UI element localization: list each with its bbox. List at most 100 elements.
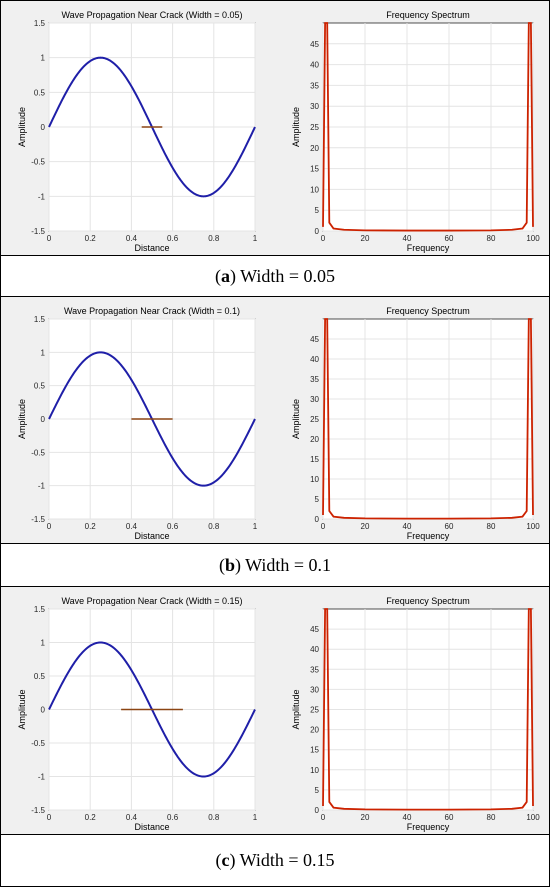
x-tick-label: 0.4 <box>126 813 138 822</box>
y-tick-label: 20 <box>310 726 319 735</box>
x-tick-label: 0 <box>47 522 52 531</box>
x-tick-label: 0 <box>47 234 52 243</box>
panel-b-plots: 0 0.2 0.4 0.6 0.8 1 -1.5 -1 -0.5 0 0.5 1 1.5 Wave Pro… <box>1 297 549 543</box>
y-tick-label: 40 <box>310 355 319 364</box>
y-tick-label: 35 <box>310 81 319 90</box>
y-tick-label: 20 <box>310 144 319 153</box>
caption-a-text: ) Width = 0.05 <box>229 265 336 286</box>
y-tick-label: 0.5 <box>34 672 46 681</box>
x-tick-label: 0 <box>321 522 326 531</box>
y-tick-label: -1 <box>38 773 46 782</box>
x-tick-label: 60 <box>445 813 454 822</box>
y-tick-label: 0 <box>315 806 320 815</box>
y-tick-label: 1.5 <box>34 605 46 614</box>
x-tick-label: 0 <box>321 234 326 243</box>
divider <box>0 543 550 544</box>
caption-c-letter: c <box>221 849 230 870</box>
panel-c-plots: 0 0.2 0.4 0.6 0.8 1 -1.5 -1 -0.5 0 0.5 1 1.5 Wave Pro… <box>1 587 549 834</box>
panel-a-wave-chart: 0 0.2 0.4 0.6 0.8 1 -1.5 -1 -0.5 0 0.5 1 1.5 Wave Pro… <box>17 10 258 253</box>
y-tick-label: -0.5 <box>31 448 45 457</box>
y-tick-label: 35 <box>310 665 319 674</box>
chart-title: Frequency Spectrum <box>386 306 470 316</box>
y-tick-label: 15 <box>310 165 319 174</box>
x-axis-label: Distance <box>134 243 169 253</box>
x-tick-label: 0.8 <box>208 813 220 822</box>
x-tick-label: 80 <box>487 522 496 531</box>
y-tick-label: 35 <box>310 375 319 384</box>
y-tick-label: 10 <box>310 475 319 484</box>
y-tick-label: 0 <box>315 515 320 524</box>
x-tick-label: 40 <box>403 813 412 822</box>
y-tick-label: 0 <box>315 227 320 236</box>
caption-b-prefix: ( <box>218 554 225 575</box>
y-tick-label: 0 <box>41 706 46 715</box>
y-tick-label: 10 <box>310 766 319 775</box>
x-tick-label: 0.2 <box>85 522 97 531</box>
panel-b-spectrum-chart: 0 20 40 60 80 100 0 5 10 15 20 25 30 35 40 45 Frequency … <box>291 306 540 541</box>
x-tick-label: 0.8 <box>208 234 220 243</box>
x-tick-label: 0 <box>47 813 52 822</box>
x-tick-label: 20 <box>361 234 370 243</box>
y-tick-label: 30 <box>310 395 319 404</box>
x-tick-label: 0.8 <box>208 522 220 531</box>
caption-a-prefix: ( <box>214 265 221 286</box>
y-tick-label: 1 <box>41 639 46 648</box>
y-tick-label: 5 <box>315 495 320 504</box>
divider <box>0 296 550 297</box>
panel-b-wave-chart: 0 0.2 0.4 0.6 0.8 1 -1.5 -1 -0.5 0 0.5 1 1.5 Wave Pro… <box>17 306 258 541</box>
y-tick-label: 20 <box>310 435 319 444</box>
y-tick-label: 25 <box>310 706 319 715</box>
x-tick-label: 1 <box>253 813 258 822</box>
y-tick-label: -0.5 <box>31 158 45 167</box>
y-axis-label: Amplitude <box>17 107 27 147</box>
spectrum-line <box>322 318 534 520</box>
chart-title: Frequency Spectrum <box>386 10 470 20</box>
spectrum-line <box>322 22 534 232</box>
x-tick-label: 0.6 <box>167 234 179 243</box>
x-axis-label: Frequency <box>407 531 450 541</box>
x-tick-label: 100 <box>526 522 540 531</box>
panel-c-wave-chart: 0 0.2 0.4 0.6 0.8 1 -1.5 -1 -0.5 0 0.5 1 1.5 Wave Pro… <box>17 596 258 832</box>
x-tick-label: 80 <box>487 234 496 243</box>
panel-a-spectrum-chart: 0 20 40 60 80 100 0 5 10 15 20 25 30 35 40 45 Frequency … <box>291 10 540 253</box>
y-tick-label: 0 <box>41 123 46 132</box>
y-tick-label: 45 <box>310 625 319 634</box>
caption-b-text: ) Width = 0.1 <box>234 554 332 575</box>
y-tick-label: 15 <box>310 455 319 464</box>
x-axis-label: Frequency <box>407 243 450 253</box>
y-axis-label: Amplitude <box>291 107 301 147</box>
y-tick-label: -1.5 <box>31 806 45 815</box>
y-axis-label: Amplitude <box>291 689 301 729</box>
y-tick-label: 30 <box>310 685 319 694</box>
caption-c: (c) Width = 0.15 <box>1 835 549 885</box>
divider <box>0 586 550 587</box>
panel-c-spectrum-chart: 0 20 40 60 80 100 0 5 10 15 20 25 30 35 40 45 Frequency … <box>291 596 540 832</box>
x-tick-label: 1 <box>253 234 258 243</box>
y-tick-label: 0 <box>41 415 46 424</box>
x-tick-label: 0.4 <box>126 522 138 531</box>
x-axis-label: Distance <box>134 822 169 832</box>
caption-c-prefix: ( <box>215 849 222 870</box>
x-tick-label: 60 <box>445 522 454 531</box>
y-tick-label: 0.5 <box>34 382 46 391</box>
x-tick-label: 0 <box>321 813 326 822</box>
x-tick-label: 80 <box>487 813 496 822</box>
x-tick-label: 60 <box>445 234 454 243</box>
y-tick-label: 5 <box>315 786 320 795</box>
y-tick-label: 25 <box>310 415 319 424</box>
x-axis-label: Distance <box>134 531 169 541</box>
y-tick-label: 0.5 <box>34 88 46 97</box>
chart-title: Wave Propagation Near Crack (Width = 0.0… <box>62 10 243 20</box>
y-axis-label: Amplitude <box>291 399 301 439</box>
caption-a-letter: a <box>220 265 230 286</box>
y-axis-label: Amplitude <box>17 399 27 439</box>
y-tick-label: -0.5 <box>31 739 45 748</box>
x-tick-label: 100 <box>526 234 540 243</box>
y-tick-label: -1 <box>38 482 46 491</box>
caption-b-letter: b <box>224 554 235 575</box>
y-tick-label: 45 <box>310 335 319 344</box>
chart-title: Frequency Spectrum <box>386 596 470 606</box>
y-tick-label: 1.5 <box>34 19 46 28</box>
chart-title: Wave Propagation Near Crack (Width = 0.1… <box>64 306 240 316</box>
y-tick-label: 1 <box>41 348 46 357</box>
